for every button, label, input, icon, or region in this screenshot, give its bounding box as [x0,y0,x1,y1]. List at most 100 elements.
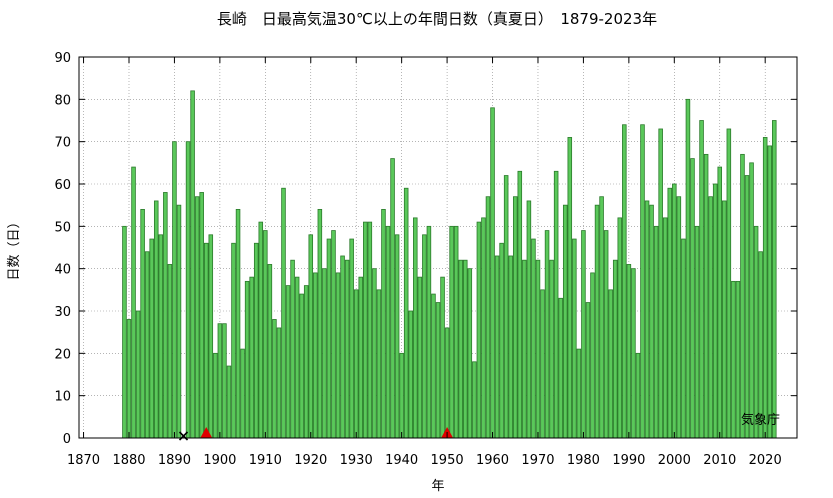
bar-1886 [153,200,159,439]
bar-1980 [581,230,586,439]
bar-1898 [208,234,214,439]
x-tick-label: 1940 [385,453,418,468]
x-tick-label: 1880 [112,453,145,468]
bar-1925 [331,230,336,439]
bar-1915 [285,285,291,439]
bar-2009 [712,183,718,439]
bar-1928 [344,259,350,439]
bar-1994 [644,200,650,439]
bar-1879 [122,225,127,439]
bar-2021 [767,145,772,439]
bar-1992 [635,352,641,439]
bar-1990 [626,264,632,439]
bar-2018 [753,225,759,439]
bar-1894 [190,90,195,439]
bar-1962 [499,242,504,439]
bar-1899 [213,352,218,439]
bar-1959 [485,196,491,439]
y-axis-label: 日数（日） [7,215,22,280]
bar-1979 [576,348,582,439]
x-tick-label: 1910 [249,453,282,468]
bar-1946 [426,225,432,439]
bar-1955 [467,268,473,439]
y-tick-label: 50 [54,220,71,235]
bar-2008 [708,196,713,439]
bar-1884 [144,251,150,439]
y-tick-label: 80 [54,93,71,108]
bar-1993 [640,124,645,439]
bar-1995 [649,204,654,439]
bar-1997 [658,128,663,439]
bar-1967 [522,259,527,439]
x-tick-label: 1930 [340,453,373,468]
bar-1900 [217,323,223,439]
bar-2002 [681,238,686,439]
bar-1988 [617,217,623,439]
bar-1910 [263,230,268,439]
bar-1917 [294,276,300,439]
bar-1965 [512,196,518,439]
x-tick-label: 1970 [521,453,554,468]
x-tick-label: 1870 [67,453,100,468]
bar-1933 [367,221,373,439]
bar-1907 [249,276,254,439]
bar-1956 [472,361,477,439]
bar-1880 [126,319,132,439]
bar-1960 [490,107,495,439]
bar-2016 [744,175,750,439]
bar-1885 [149,238,154,439]
bar-1889 [167,264,173,439]
bar-1973 [549,259,554,439]
bar-1930 [353,289,359,439]
bar-2017 [749,162,754,439]
bar-1893 [185,141,191,439]
x-axis: 1870 1880 1890 1900 1910 1920 1930 1940 1950 1960… [67,57,782,468]
bar-1964 [508,255,513,439]
bar-1903 [231,242,236,439]
bar-1926 [335,272,341,439]
x-tick-label: 1980 [567,453,600,468]
bar-1920 [308,234,314,439]
bar-1972 [544,230,550,439]
bar-1924 [326,238,332,439]
x-tick-label: 1890 [158,453,191,468]
bar-1936 [381,208,386,439]
bar-2004 [690,158,695,439]
x-tick-label: 1900 [203,453,236,468]
bar-1911 [267,264,273,439]
y-tick-label: 90 [54,51,71,66]
missing-data-marker [178,431,189,441]
bar-1905 [240,348,245,439]
bar-2020 [762,137,768,439]
bar-1945 [422,234,427,439]
bar-1976 [562,204,568,439]
bar-2001 [676,196,682,439]
x-axis-label: 年 [431,479,444,494]
bar-1937 [385,225,391,439]
bar-1977 [567,137,573,439]
bar-1966 [517,170,523,439]
bar-1931 [358,276,364,439]
x-tick-label: 2020 [749,453,782,468]
y-tick-label: 10 [54,390,71,405]
bar-1934 [372,268,377,439]
bar-1913 [276,327,282,439]
bar-1985 [603,230,609,439]
bar-1987 [612,259,618,439]
bar-1906 [244,280,250,439]
bar-1978 [572,238,577,439]
bar-1902 [226,365,232,439]
bar-1951 [449,225,454,439]
bar-1968 [526,200,532,439]
bar-2010 [717,166,723,439]
bar-1941 [403,187,409,439]
bar-1982 [590,272,595,439]
y-tick-label: 70 [54,136,71,151]
chart-title: 長崎 日最高気温30℃以上の年間日数（真夏日） 1879-2023年 [217,10,657,28]
plot-frame [78,56,798,439]
bar-2005 [694,225,700,439]
bar-1998 [662,217,668,439]
bar-2011 [722,200,727,439]
bars [122,90,777,439]
bar-1942 [408,310,413,439]
